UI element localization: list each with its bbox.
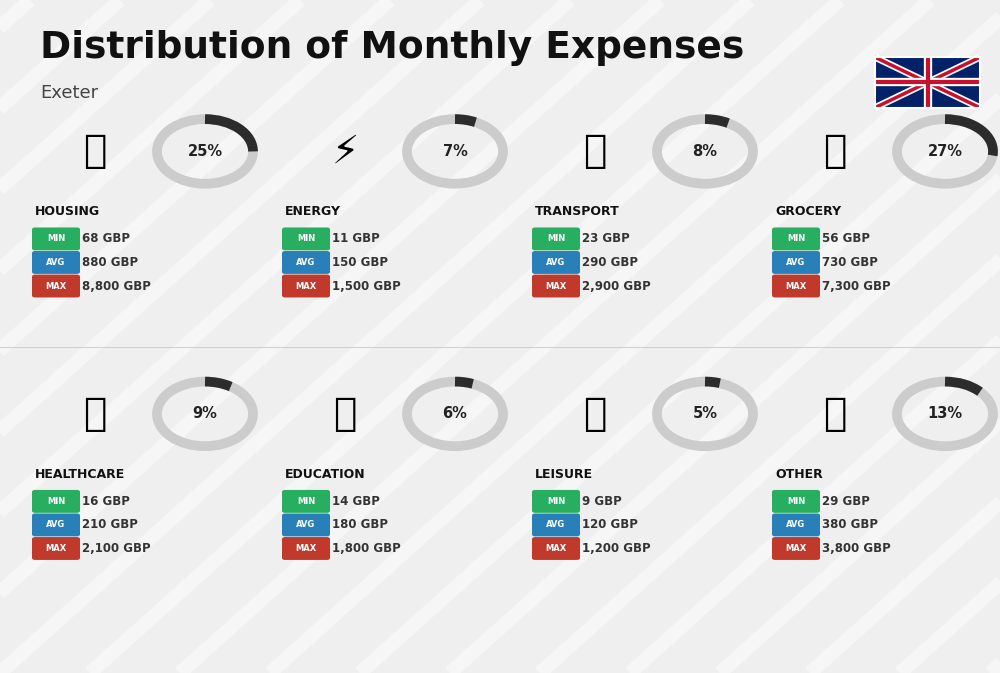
FancyBboxPatch shape <box>772 275 820 297</box>
FancyBboxPatch shape <box>32 490 80 513</box>
Text: MIN: MIN <box>297 234 315 244</box>
Text: 180 GBP: 180 GBP <box>332 518 388 532</box>
Text: MAX: MAX <box>545 281 567 291</box>
FancyBboxPatch shape <box>282 251 330 274</box>
FancyBboxPatch shape <box>532 275 580 297</box>
FancyBboxPatch shape <box>282 227 330 250</box>
Text: ENERGY: ENERGY <box>285 205 341 219</box>
FancyBboxPatch shape <box>282 275 330 297</box>
Text: EDUCATION: EDUCATION <box>285 468 366 481</box>
Text: TRANSPORT: TRANSPORT <box>535 205 620 219</box>
Text: MIN: MIN <box>547 234 565 244</box>
FancyBboxPatch shape <box>32 537 80 560</box>
Text: 5%: 5% <box>693 406 718 421</box>
Text: MAX: MAX <box>295 544 317 553</box>
Text: 1,800 GBP: 1,800 GBP <box>332 542 401 555</box>
Text: 27%: 27% <box>928 144 963 159</box>
Text: 68 GBP: 68 GBP <box>82 232 130 246</box>
FancyBboxPatch shape <box>32 251 80 274</box>
Text: MIN: MIN <box>297 497 315 506</box>
Text: AVG: AVG <box>786 520 806 530</box>
FancyBboxPatch shape <box>772 537 820 560</box>
Text: 💗: 💗 <box>83 395 107 433</box>
Text: 🚌: 🚌 <box>583 133 607 170</box>
FancyBboxPatch shape <box>772 513 820 536</box>
Text: 1,500 GBP: 1,500 GBP <box>332 279 401 293</box>
Text: 730 GBP: 730 GBP <box>822 256 878 269</box>
Text: AVG: AVG <box>296 520 316 530</box>
FancyBboxPatch shape <box>532 537 580 560</box>
FancyBboxPatch shape <box>532 490 580 513</box>
Text: HEALTHCARE: HEALTHCARE <box>35 468 125 481</box>
Text: 14 GBP: 14 GBP <box>332 495 380 508</box>
Text: MAX: MAX <box>545 544 567 553</box>
Text: 880 GBP: 880 GBP <box>82 256 138 269</box>
Text: 9%: 9% <box>193 406 217 421</box>
Text: 🛍: 🛍 <box>583 395 607 433</box>
Text: AVG: AVG <box>296 258 316 267</box>
Text: 3,800 GBP: 3,800 GBP <box>822 542 891 555</box>
Text: 290 GBP: 290 GBP <box>582 256 638 269</box>
Text: 7,300 GBP: 7,300 GBP <box>822 279 891 293</box>
Text: Exeter: Exeter <box>40 84 98 102</box>
Text: 🎓: 🎓 <box>333 395 357 433</box>
Text: AVG: AVG <box>46 258 66 267</box>
Text: 9 GBP: 9 GBP <box>582 495 622 508</box>
Text: MAX: MAX <box>785 544 807 553</box>
Text: GROCERY: GROCERY <box>775 205 841 219</box>
Text: MIN: MIN <box>47 234 65 244</box>
Text: 8,800 GBP: 8,800 GBP <box>82 279 151 293</box>
FancyBboxPatch shape <box>875 57 980 108</box>
FancyBboxPatch shape <box>772 251 820 274</box>
FancyBboxPatch shape <box>282 490 330 513</box>
FancyBboxPatch shape <box>282 537 330 560</box>
Text: MIN: MIN <box>787 497 805 506</box>
Text: 11 GBP: 11 GBP <box>332 232 380 246</box>
Text: 25%: 25% <box>187 144 223 159</box>
Text: MIN: MIN <box>547 497 565 506</box>
Text: 120 GBP: 120 GBP <box>582 518 638 532</box>
Text: 🛒: 🛒 <box>823 133 847 170</box>
FancyBboxPatch shape <box>532 513 580 536</box>
Text: AVG: AVG <box>786 258 806 267</box>
Text: 56 GBP: 56 GBP <box>822 232 870 246</box>
Text: MIN: MIN <box>787 234 805 244</box>
Text: MAX: MAX <box>785 281 807 291</box>
Text: OTHER: OTHER <box>775 468 823 481</box>
Text: 2,900 GBP: 2,900 GBP <box>582 279 651 293</box>
FancyBboxPatch shape <box>772 227 820 250</box>
Text: AVG: AVG <box>46 520 66 530</box>
Text: AVG: AVG <box>546 520 566 530</box>
Text: 29 GBP: 29 GBP <box>822 495 870 508</box>
FancyBboxPatch shape <box>282 513 330 536</box>
Text: Distribution of Monthly Expenses: Distribution of Monthly Expenses <box>40 30 744 66</box>
FancyBboxPatch shape <box>772 490 820 513</box>
FancyBboxPatch shape <box>532 227 580 250</box>
Text: HOUSING: HOUSING <box>35 205 100 219</box>
Text: 150 GBP: 150 GBP <box>332 256 388 269</box>
Text: 7%: 7% <box>443 144 467 159</box>
Text: 2,100 GBP: 2,100 GBP <box>82 542 151 555</box>
FancyBboxPatch shape <box>532 251 580 274</box>
Text: 380 GBP: 380 GBP <box>822 518 878 532</box>
Text: 1,200 GBP: 1,200 GBP <box>582 542 651 555</box>
Text: 23 GBP: 23 GBP <box>582 232 630 246</box>
Text: MAX: MAX <box>45 544 67 553</box>
Text: LEISURE: LEISURE <box>535 468 593 481</box>
Text: 🏙: 🏙 <box>83 133 107 170</box>
Text: AVG: AVG <box>546 258 566 267</box>
Text: 💰: 💰 <box>823 395 847 433</box>
Text: 210 GBP: 210 GBP <box>82 518 138 532</box>
Text: MIN: MIN <box>47 497 65 506</box>
Text: MAX: MAX <box>45 281 67 291</box>
Text: MAX: MAX <box>295 281 317 291</box>
FancyBboxPatch shape <box>32 513 80 536</box>
FancyBboxPatch shape <box>32 227 80 250</box>
Text: 16 GBP: 16 GBP <box>82 495 130 508</box>
Text: 6%: 6% <box>443 406 467 421</box>
Text: 8%: 8% <box>693 144 718 159</box>
Text: 13%: 13% <box>927 406 963 421</box>
FancyBboxPatch shape <box>32 275 80 297</box>
Text: ⚡: ⚡ <box>331 133 359 170</box>
